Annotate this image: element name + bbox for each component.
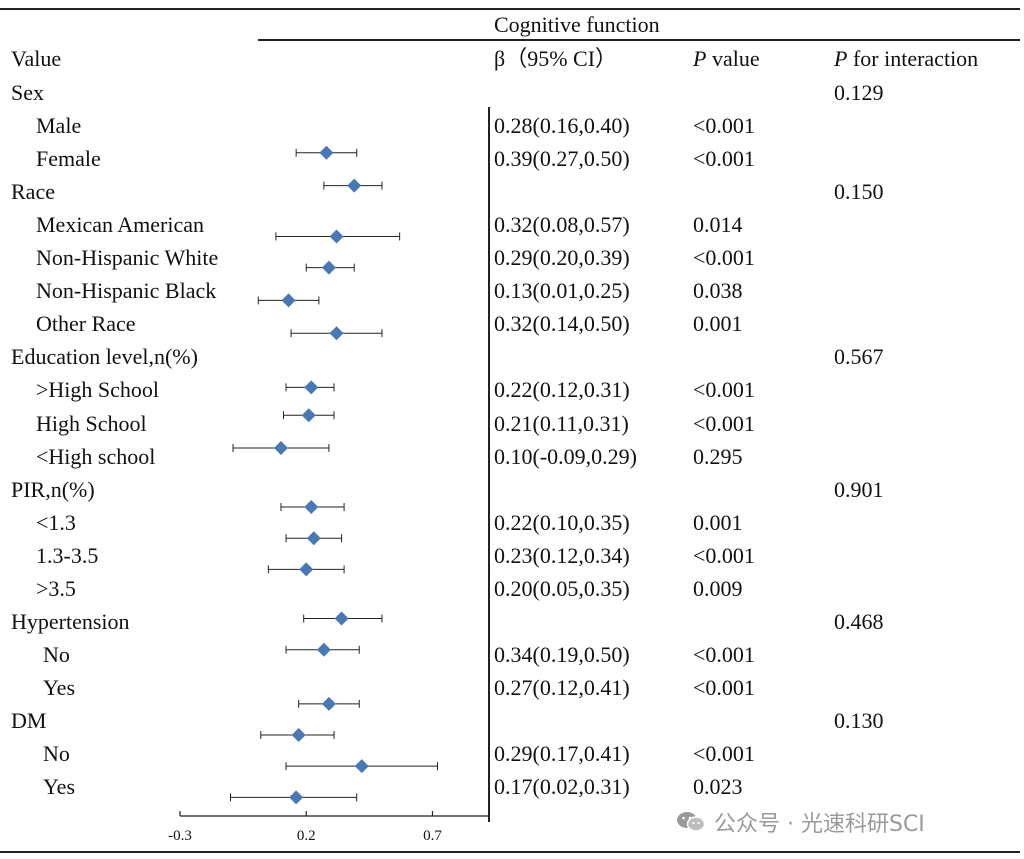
estimate-marker: [301, 408, 316, 423]
estimate-marker: [291, 728, 306, 742]
subgroup-label: Mexican American: [36, 212, 204, 238]
beta-ci-cell: 0.22(0.12,0.31): [494, 377, 630, 403]
bottom-rule: [0, 851, 1020, 853]
beta-ci-cell: 0.20(0.05,0.35): [494, 575, 630, 601]
estimate-marker: [329, 229, 344, 244]
subgroup-label: High School: [36, 410, 147, 436]
estimate-marker: [273, 441, 288, 455]
beta-ci-cell: 0.10(-0.09,0.29): [494, 443, 637, 469]
estimate-marker: [306, 531, 321, 546]
subgroup-label: Male: [36, 113, 82, 139]
estimate-marker: [321, 260, 336, 275]
estimate-marker: [321, 696, 336, 711]
estimate-marker: [334, 611, 349, 626]
p-interaction-cell: 0.129: [834, 80, 884, 105]
p-value-cell: 0.023: [693, 774, 743, 800]
subgroup-label: Yes: [43, 774, 76, 800]
subgroup-label: <1.3: [36, 509, 76, 535]
p-value-cell: 0.295: [693, 443, 743, 469]
x-tick-label: -0.3: [168, 828, 192, 844]
beta-ci-cell: 0.17(0.02,0.31): [494, 774, 630, 800]
estimate-marker: [354, 759, 369, 774]
p-value-cell: <0.001: [693, 245, 755, 271]
beta-ci-cell: 0.29(0.17,0.41): [494, 741, 630, 766]
subgroup-label: <High school: [36, 443, 156, 469]
group-label: DM: [11, 707, 47, 733]
col-header-p-interaction: P for interaction: [834, 48, 978, 70]
p-value-cell: <0.001: [693, 741, 755, 766]
subgroup-label: No: [43, 641, 70, 667]
group-label: Sex: [11, 80, 44, 105]
p-interaction-cell: 0.150: [834, 179, 884, 205]
p-value-cell: 0.009: [693, 575, 743, 601]
p-value-cell: 0.038: [693, 278, 743, 304]
top-rule: [0, 8, 1020, 10]
estimate-marker: [304, 500, 319, 515]
subgroup-label: Non-Hispanic White: [36, 245, 219, 271]
table-divider: [488, 107, 490, 822]
beta-ci-cell: 0.28(0.16,0.40): [494, 113, 630, 139]
estimate-marker: [299, 562, 314, 577]
p-interaction-cell: 0.901: [834, 476, 884, 502]
beta-ci-cell: 0.22(0.10,0.35): [494, 509, 630, 535]
watermark-text: 公众号 · 光速科研SCI: [714, 812, 925, 837]
estimate-marker: [289, 790, 304, 805]
subgroup-label: Yes: [43, 674, 76, 700]
col-header-pint-rest: for interaction: [847, 46, 979, 71]
beta-ci-cell: 0.39(0.27,0.50): [494, 146, 630, 172]
p-value-cell: <0.001: [693, 410, 755, 436]
beta-ci-cell: 0.32(0.08,0.57): [494, 212, 630, 238]
col-header-p-italic: P: [693, 46, 707, 71]
x-tick-label: 0.2: [297, 828, 316, 844]
p-value-cell: <0.001: [693, 542, 755, 568]
subgroup-label: No: [43, 741, 70, 766]
group-label: PIR,n(%): [11, 476, 95, 502]
group-label: Education level,n(%): [11, 344, 198, 370]
col-header-p: P value: [693, 48, 760, 70]
p-value-cell: 0.001: [693, 509, 743, 535]
watermark: 公众号 · 光速科研SCI: [676, 806, 925, 838]
group-label: Race: [11, 179, 55, 205]
beta-ci-cell: 0.13(0.01,0.25): [494, 278, 630, 304]
subgroup-label: 1.3-3.5: [36, 542, 99, 568]
beta-ci-cell: 0.23(0.12,0.34): [494, 542, 630, 568]
beta-ci-cell: 0.27(0.12,0.41): [494, 674, 630, 700]
p-interaction-cell: 0.468: [834, 608, 884, 634]
estimate-marker: [347, 178, 362, 193]
p-value-cell: 0.014: [693, 212, 743, 238]
estimate-marker: [316, 642, 331, 657]
subgroup-label: Female: [36, 146, 101, 172]
subgroup-label: Other Race: [36, 311, 136, 337]
p-value-cell: <0.001: [693, 641, 755, 667]
p-value-cell: <0.001: [693, 113, 755, 139]
estimate-marker: [319, 145, 334, 160]
p-value-cell: <0.001: [693, 674, 755, 700]
beta-ci-cell: 0.21(0.11,0.31): [494, 410, 629, 436]
estimate-marker: [281, 293, 296, 308]
p-interaction-cell: 0.130: [834, 707, 884, 733]
col-header-p-rest: value: [706, 46, 760, 71]
p-value-cell: 0.001: [693, 311, 743, 337]
subgroup-label: >3.5: [36, 575, 76, 601]
estimate-marker: [329, 326, 344, 341]
group-label: Hypertension: [11, 608, 130, 634]
wechat-icon: [677, 812, 706, 832]
subgroup-label: Non-Hispanic Black: [36, 278, 217, 304]
p-value-cell: <0.001: [693, 377, 755, 403]
group-title: Cognitive function: [494, 12, 660, 37]
col-header-beta: β（95% CI）: [494, 46, 618, 71]
group-underline: [258, 39, 1020, 41]
beta-ci-cell: 0.29(0.20,0.39): [494, 245, 630, 271]
p-value-cell: <0.001: [693, 146, 755, 172]
col-header-value: Value: [11, 46, 62, 71]
beta-ci-cell: 0.32(0.14,0.50): [494, 311, 630, 337]
col-header-pint-italic: P: [834, 46, 848, 71]
p-interaction-cell: 0.567: [834, 344, 884, 370]
estimate-marker: [304, 380, 319, 395]
subgroup-label: >High School: [36, 377, 160, 403]
beta-ci-cell: 0.34(0.19,0.50): [494, 641, 630, 667]
x-tick-label: 0.7: [423, 828, 442, 844]
